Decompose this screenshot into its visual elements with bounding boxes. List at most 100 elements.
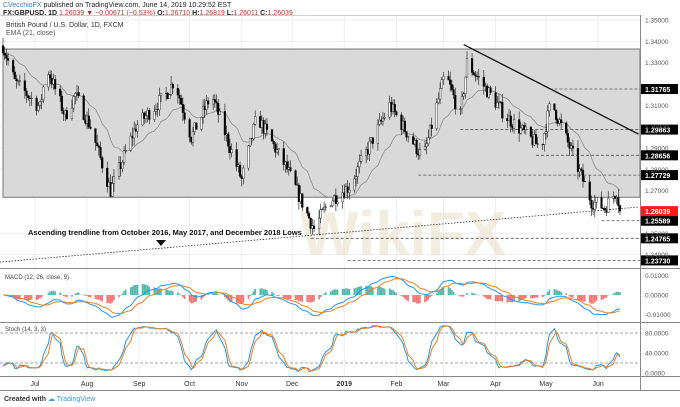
stoch-d-line	[2, 325, 621, 372]
price-axis[interactable]: 1.35000 1.34000 1.33000 1.31000 1.30000 1.290…	[645, 18, 669, 260]
descending-trendline[interactable]	[463, 43, 639, 135]
macd-histogram-bar	[345, 288, 347, 295]
macd-histogram-bar	[284, 295, 287, 299]
candle-down	[334, 195, 337, 204]
open-value: 1.26710	[164, 10, 191, 17]
time-axis[interactable]: Jul Aug Sep Oct Nov Dec 2019 Feb Mar Apr May Jun	[30, 381, 603, 388]
candle-down	[106, 167, 109, 187]
macd-histogram-bar	[25, 295, 28, 301]
candle-down	[393, 103, 396, 113]
candle-down	[15, 78, 18, 82]
candle-up	[319, 209, 322, 219]
macd-histogram-bar	[355, 287, 357, 295]
macd-histogram-bar	[612, 293, 615, 295]
candle-down	[171, 83, 174, 89]
candle-up	[133, 128, 136, 139]
candle-up	[439, 88, 442, 100]
macd-histogram-bar	[417, 295, 420, 304]
macd-histogram-bar	[546, 291, 549, 295]
candle-down	[534, 134, 538, 144]
macd-histogram-bar	[523, 295, 525, 299]
candle-down	[566, 133, 569, 143]
macd-histogram-bar	[89, 295, 92, 298]
candle-up	[111, 183, 114, 197]
macd-histogram-bar	[496, 295, 499, 302]
macd-histogram-bar	[288, 295, 290, 300]
macd-histogram-bar	[414, 295, 416, 303]
macd-histogram-bar	[442, 286, 445, 295]
candle-down	[482, 76, 485, 87]
candle-down	[207, 100, 210, 105]
stoch-label: Stoch (14, 3, 3)	[5, 327, 46, 333]
macd-histogram-bar	[582, 295, 584, 302]
macd-histogram-bar	[111, 295, 114, 303]
macd-histogram-bar	[266, 290, 268, 295]
macd-histogram-bar	[427, 295, 430, 300]
author-link[interactable]: CVecchioFX	[3, 2, 42, 9]
candle-down	[618, 205, 622, 212]
macd-histogram-bar	[35, 295, 38, 301]
macd-histogram-bar	[24, 295, 26, 300]
candle-down	[1, 45, 5, 54]
macd-label: MACD (12, 26, close, 9)	[5, 275, 69, 281]
macd-histogram-bar	[521, 295, 524, 300]
macd-histogram-bar	[136, 284, 139, 295]
candle-up	[607, 198, 610, 213]
candle-up	[383, 116, 386, 119]
macd-histogram-bar	[254, 288, 256, 295]
candle-down	[265, 123, 269, 130]
time-tick-label: Nov	[236, 381, 249, 388]
level-badge	[641, 124, 678, 135]
macd-histogram-bar	[425, 295, 428, 302]
candle-up	[440, 79, 443, 89]
macd-histogram-bar	[62, 295, 65, 297]
macd-histogram-bar	[383, 288, 386, 295]
macd-histogram-bar	[324, 292, 327, 295]
candle-up	[459, 108, 462, 110]
candle-down	[477, 76, 480, 78]
candle-down	[217, 102, 220, 115]
candle-up	[464, 76, 467, 95]
candle-up	[356, 166, 359, 177]
candle-down	[148, 110, 151, 120]
macd-histogram-bar	[30, 295, 33, 300]
candle-up	[353, 178, 356, 191]
macd-histogram-bar	[570, 295, 573, 298]
candle-down	[501, 102, 504, 119]
macd-histogram-bar	[39, 295, 41, 299]
candle-up	[141, 112, 144, 126]
candle-up	[381, 118, 385, 122]
triangle-down-icon: ▼	[86, 10, 94, 17]
candle-up	[136, 124, 139, 132]
candle-down	[59, 88, 62, 97]
candle-up	[218, 111, 221, 115]
macd-histogram-bar	[249, 295, 251, 296]
candle-up	[154, 109, 158, 112]
price-tick-label: 1.27000	[645, 188, 669, 195]
candle-down	[27, 95, 30, 99]
candle-down	[536, 143, 539, 145]
candle-down	[309, 217, 312, 229]
time-tick-label: Mar	[437, 381, 450, 388]
candle-down	[588, 181, 591, 201]
macd-histogram-bar	[556, 290, 559, 295]
tradingview-logo[interactable]: ☁ TradingView	[47, 396, 96, 403]
candle-up	[144, 115, 148, 119]
macd-histogram-bar	[390, 289, 393, 295]
watermark: WikiFX	[300, 200, 506, 269]
low-value: 1.26011	[233, 10, 259, 17]
level-label: 1.31765	[645, 87, 670, 94]
macd-histogram-bar	[133, 285, 135, 295]
level-badge	[641, 170, 678, 181]
macd-histogram-bar	[182, 295, 184, 298]
candle-down	[371, 137, 374, 144]
macd-histogram-bar	[121, 293, 124, 295]
candle-down	[13, 71, 16, 79]
ascending-trendline[interactable]	[0, 206, 639, 263]
macd-histogram-bar	[74, 293, 77, 295]
macd-histogram-bar	[555, 289, 557, 295]
candle-down	[449, 79, 452, 85]
candle-down	[454, 94, 457, 110]
macd-histogram-bar	[54, 291, 56, 295]
